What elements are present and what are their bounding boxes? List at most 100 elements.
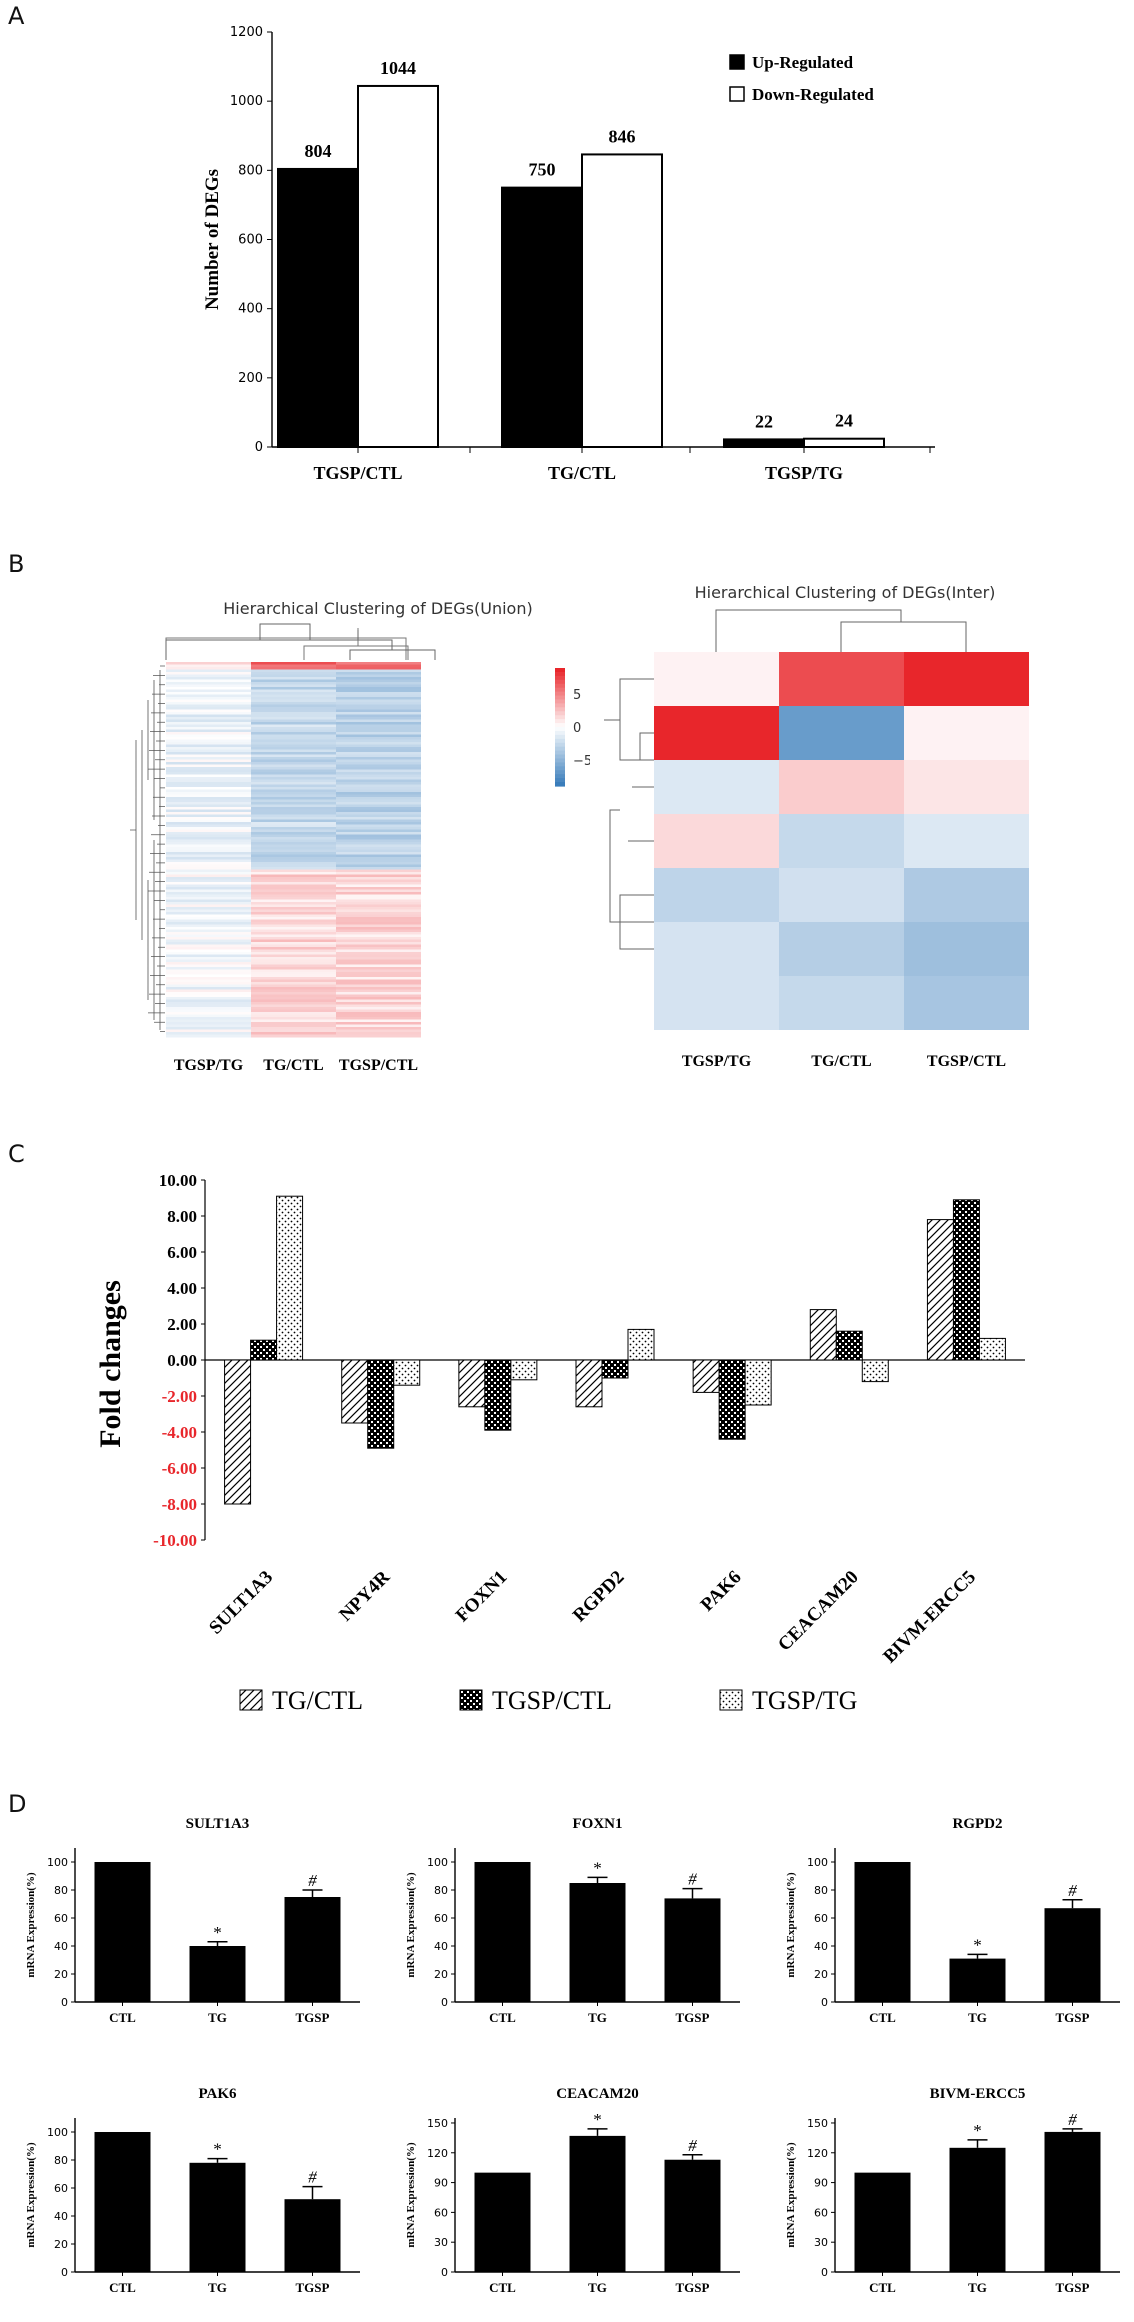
heatmap-union-cell (251, 774, 336, 778)
heatmap-union-cell (166, 887, 251, 890)
heatmap-union-cell (251, 814, 336, 818)
heatmap-union-cell (251, 739, 336, 743)
y-tick-label: 80 (814, 1884, 828, 1897)
heatmap-union-cell (166, 1017, 251, 1020)
heatmap-inter-cell (904, 868, 1029, 922)
heatmap-union-cell (336, 889, 421, 893)
heatmap-union-cell (336, 762, 421, 765)
heatmap-union-cell (166, 889, 251, 893)
heatmap-union-cell (336, 944, 421, 948)
heatmap-union-cell (166, 759, 251, 763)
heatmap-union-cell (336, 814, 421, 818)
y-tick-label: 40 (54, 1940, 68, 1953)
heatmap-union-cell (166, 1012, 251, 1015)
y-tick-label: 40 (434, 1940, 448, 1953)
x-tick-label: TG (208, 2280, 227, 2295)
x-tick-label: TG/CTL (548, 463, 616, 483)
y-tick-label: 0 (61, 1996, 68, 2009)
heatmap-union-colorbar-cell (555, 687, 565, 693)
legend-swatch (459, 1689, 483, 1711)
heatmap-union-cell (336, 989, 421, 993)
heatmap-union-cell (166, 1014, 251, 1018)
bar-tgsp-tg (627, 1328, 655, 1361)
heatmap-union-cell (166, 764, 251, 768)
heatmap-union-cell (166, 807, 251, 810)
heatmap-union-cell (336, 722, 421, 725)
heatmap-union-cell (336, 777, 421, 780)
heatmap-union-colorbar-cell (555, 723, 565, 728)
heatmap-union-cell (166, 1019, 251, 1023)
heatmap-union-cell (251, 799, 336, 803)
heatmap-union-cell (336, 972, 421, 975)
heatmap-union-cell (251, 977, 336, 980)
heatmap-union-colorbar-cell (555, 707, 565, 712)
heatmap-union-cell (336, 879, 421, 883)
heatmap-union-cell (251, 824, 336, 828)
heatmap-union-cell (336, 942, 421, 945)
heatmap-union-cell (251, 662, 336, 665)
y-tick-label: 90 (434, 2177, 448, 2190)
heatmap-union-cell (251, 1002, 336, 1005)
heatmap-union-cell (336, 887, 421, 890)
heatmap-union-cell (166, 722, 251, 725)
bar (94, 1862, 151, 2002)
heatmap-union-cell (251, 989, 336, 993)
heatmap-union-cell (166, 999, 251, 1003)
heatmap-union-cell (166, 839, 251, 843)
bar-tgsp-ctl (484, 1359, 512, 1431)
heatmap-union-cell (336, 974, 421, 978)
chart-b-heatmap-inter: Hierarchical Clustering of DEGs(Inter)50… (604, 583, 1029, 1070)
heatmap-union-cell (166, 879, 251, 883)
heatmap-union-cell (251, 802, 336, 805)
heatmap-inter-cell (654, 868, 779, 922)
heatmap-union-cell (251, 687, 336, 690)
bar (284, 2199, 341, 2272)
heatmap-union-cell (336, 857, 421, 860)
chart-title: BIVM-ERCC5 (930, 2086, 1026, 2102)
significance-mark: # (1068, 1881, 1077, 1900)
heatmap-union-cell (166, 1027, 251, 1030)
bar-tg-ctl (575, 1359, 603, 1408)
heatmap-union-cell (336, 909, 421, 913)
heatmap-union-cell (166, 772, 251, 775)
heatmap-union-cell (251, 862, 336, 865)
bar (664, 1898, 721, 2002)
heatmap-union-cell (251, 962, 336, 965)
heatmap-union-cell (251, 867, 336, 870)
heatmap-union-cell (166, 809, 251, 813)
heatmap-union-cell (166, 689, 251, 693)
y-tick-label: 60 (54, 1912, 68, 1925)
heatmap-union-cell (166, 734, 251, 738)
heatmap-union-cell (166, 877, 251, 880)
bar-tgsp-tg (978, 1337, 1006, 1361)
heatmap-union-cell (166, 904, 251, 908)
y-tick-label: 200 (238, 371, 263, 386)
heatmap-union-cell (336, 782, 421, 785)
heatmap-union-cell (251, 899, 336, 903)
heatmap-union-cell (166, 987, 251, 990)
heatmap-union-cell (336, 957, 421, 960)
chart-d-foxn1: FOXN1 0 20 40 60 80 100 mRNA Expression(%) CTL * T… (405, 1816, 740, 2025)
heatmap-union-cell (166, 829, 251, 833)
y-tick-label: 600 (238, 233, 263, 248)
heatmap-union-cell (251, 684, 336, 688)
heatmap-union-cell (251, 927, 336, 930)
heatmap-union-cell (336, 662, 421, 665)
significance-mark: # (1068, 2110, 1077, 2129)
heatmap-union-cell (336, 952, 421, 955)
heatmap-union-cell (166, 882, 251, 885)
y-tick-label: 100 (807, 1856, 828, 1869)
heatmap-union-cell (166, 817, 251, 820)
y-tick-label: 120 (807, 2147, 828, 2160)
heatmap-union-cell (251, 902, 336, 905)
heatmap-union-cell (336, 1024, 421, 1028)
x-tick-label: RGPD2 (569, 1567, 629, 1627)
y-tick-label: 0 (441, 2266, 448, 2279)
heatmap-union-cell (251, 792, 336, 795)
heatmap-union-cell (251, 864, 336, 868)
heatmap-union-colorbar-cell (555, 734, 565, 740)
heatmap-union-cell (251, 897, 336, 900)
heatmap-union-cell (166, 667, 251, 670)
y-tick-label: 60 (54, 2182, 68, 2195)
heatmap-union-cell (251, 979, 336, 983)
